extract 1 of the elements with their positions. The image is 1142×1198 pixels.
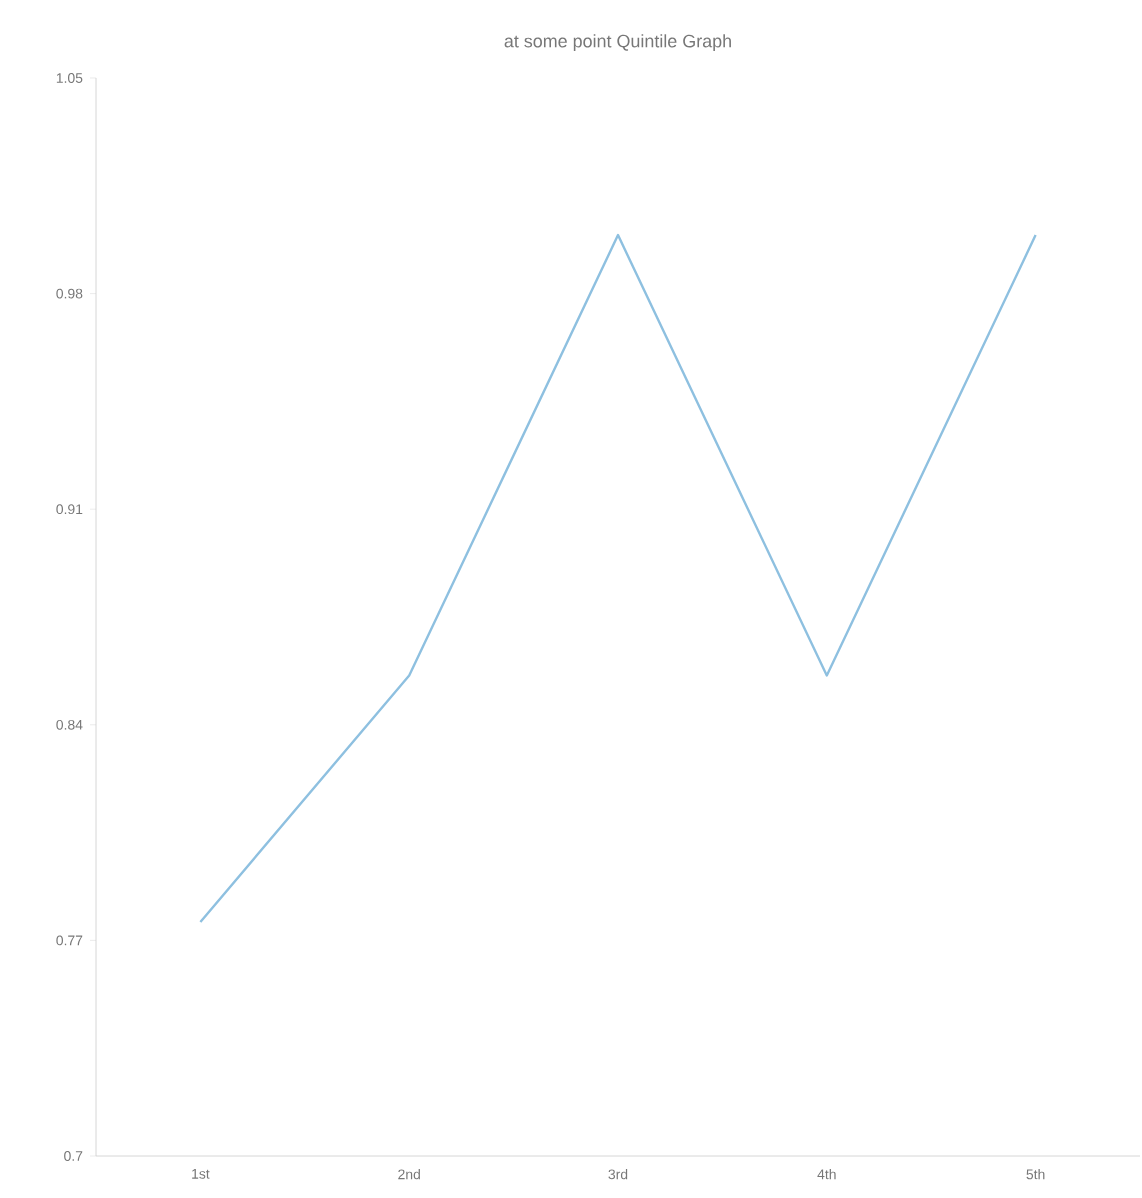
chart-title: at some point Quintile Graph <box>504 34 731 51</box>
